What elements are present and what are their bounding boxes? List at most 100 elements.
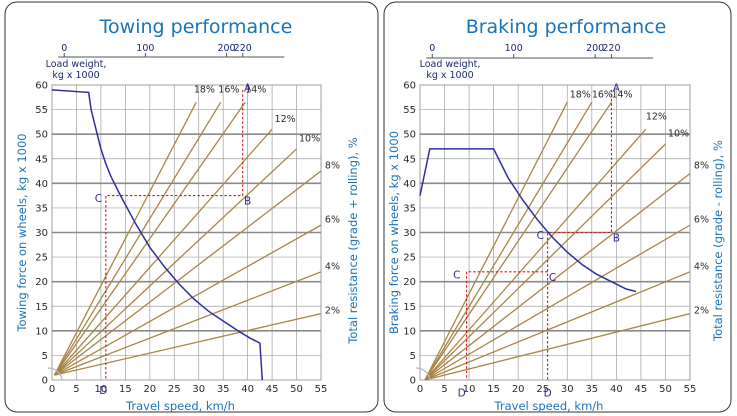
- x-tick-label: 5: [73, 384, 79, 395]
- grade-label: 4%: [694, 261, 709, 272]
- y2-axis-label: Total resistance (grade - rolling), %: [711, 140, 725, 342]
- x-tick-label: 25: [536, 384, 549, 395]
- load-weight-unit: kg x 1000: [52, 70, 99, 81]
- reading-point-label: C: [537, 230, 544, 242]
- x-tick-label: 25: [168, 384, 181, 395]
- y-tick-label: 35: [35, 203, 48, 214]
- grade-line: [424, 101, 593, 381]
- reading-guide-line: [466, 271, 548, 380]
- x-tick-label: 40: [610, 384, 623, 395]
- y2-axis-label: Total resistance (grade + rolling), %: [346, 137, 360, 345]
- reading-point-label: C: [549, 272, 556, 284]
- grade-line: [424, 312, 691, 381]
- y-tick-label: 0: [410, 376, 416, 387]
- grade-line: [424, 128, 647, 381]
- grade-label: 16%: [592, 89, 613, 100]
- performance-curve: [419, 148, 637, 293]
- braking-performance-panel: Braking performance 0 5 10 15 20 25 30 35 40 45 50 5…: [383, 1, 732, 413]
- y-tick-label: 35: [403, 203, 416, 214]
- y-tick-label: 5: [42, 351, 48, 362]
- load-weight-tick-label: 220: [602, 43, 620, 54]
- y-tick-label: 60: [35, 81, 48, 92]
- x-tick-label: 10: [463, 384, 476, 395]
- grade-label: 4%: [325, 261, 340, 272]
- load-weight-title: Load weight,: [46, 59, 107, 70]
- load-weight-title: Load weight,: [420, 59, 481, 70]
- x-tick-label: 45: [635, 384, 648, 395]
- x-tick-label: 50: [659, 384, 672, 395]
- y-tick-label: 30: [403, 228, 416, 239]
- x-axis-label: Travel speed, km/h: [125, 399, 235, 413]
- reading-guide-line: [547, 89, 613, 380]
- y-tick-label: 50: [35, 130, 48, 141]
- grade-line: [424, 101, 612, 381]
- grade-label: 10%: [668, 129, 689, 140]
- reading-point-label: C: [95, 193, 102, 205]
- y-tick-label: 55: [35, 105, 48, 116]
- grade-label: 16%: [218, 84, 239, 95]
- x-tick-label: 35: [217, 384, 230, 395]
- y-tick-label: 20: [35, 277, 48, 288]
- y-tick-label: 20: [403, 277, 416, 288]
- y-tick-label: 15: [403, 302, 416, 313]
- y-tick-label: 25: [403, 253, 416, 264]
- y-tick-label: 60: [403, 81, 416, 92]
- x-tick-label: 30: [561, 384, 574, 395]
- x-tick-label: 35: [585, 384, 598, 395]
- grade-line: [54, 312, 322, 376]
- reading-point-label: D: [99, 385, 107, 397]
- load-weight-tick-label: 0: [61, 43, 67, 54]
- y-tick-label: 40: [403, 179, 416, 190]
- reading-point-label: D: [544, 387, 552, 399]
- grade-line: [424, 172, 691, 381]
- y-tick-label: 5: [410, 351, 416, 362]
- x-tick-label: 15: [487, 384, 500, 395]
- grade-line: [424, 143, 666, 381]
- grade-line: [54, 170, 322, 376]
- x-tick-label: 20: [512, 384, 525, 395]
- load-weight-tick-label: 0: [429, 43, 435, 54]
- grade-label: 6%: [694, 215, 709, 226]
- x-tick-label: 30: [192, 384, 205, 395]
- y-tick-label: 10: [403, 326, 416, 337]
- grade-line: [53, 101, 222, 376]
- y-tick-label: 10: [35, 326, 48, 337]
- grade-label: 2%: [694, 306, 709, 317]
- grade-line: [424, 224, 691, 381]
- chart-title: Braking performance: [466, 16, 667, 38]
- reading-guide-line: [105, 89, 244, 380]
- load-weight-tick-label: 200: [586, 43, 604, 54]
- grade-label: 10%: [299, 134, 320, 145]
- y-axis-label: Towing force on wheels, kg x 1000: [15, 133, 29, 332]
- y-tick-label: 25: [35, 253, 48, 264]
- y-tick-label: 45: [403, 154, 416, 165]
- grade-label: 18%: [570, 89, 591, 100]
- reading-point-label: B: [613, 232, 620, 244]
- grade-line: [424, 271, 691, 381]
- reading-point-label: D: [458, 387, 466, 399]
- reading-point-label: C: [453, 269, 460, 281]
- y-tick-label: 45: [35, 154, 48, 165]
- grade-label: 14%: [245, 84, 266, 95]
- y-tick-label: 40: [35, 179, 48, 190]
- grade-line: [424, 101, 568, 381]
- x-tick-label: 15: [119, 384, 132, 395]
- x-tick-label: 50: [290, 384, 303, 395]
- grade-label: 12%: [646, 111, 667, 122]
- y-tick-label: 55: [403, 105, 416, 116]
- x-tick-label: 55: [315, 384, 328, 395]
- grade-label: 6%: [325, 215, 340, 226]
- x-tick-label: 0: [49, 384, 55, 395]
- x-axis-label: Travel speed, km/h: [494, 399, 604, 413]
- y-tick-label: 30: [35, 228, 48, 239]
- x-tick-label: 10: [95, 384, 108, 395]
- origin-arc: [415, 367, 431, 381]
- load-weight-unit: kg x 1000: [426, 70, 473, 81]
- y-axis-label: Braking force on wheels, kg x 1000: [387, 131, 401, 334]
- grade-line: [53, 128, 273, 376]
- load-weight-tick-label: 220: [234, 43, 252, 54]
- load-weight-tick-label: 100: [505, 43, 523, 54]
- grade-label: 8%: [325, 161, 340, 172]
